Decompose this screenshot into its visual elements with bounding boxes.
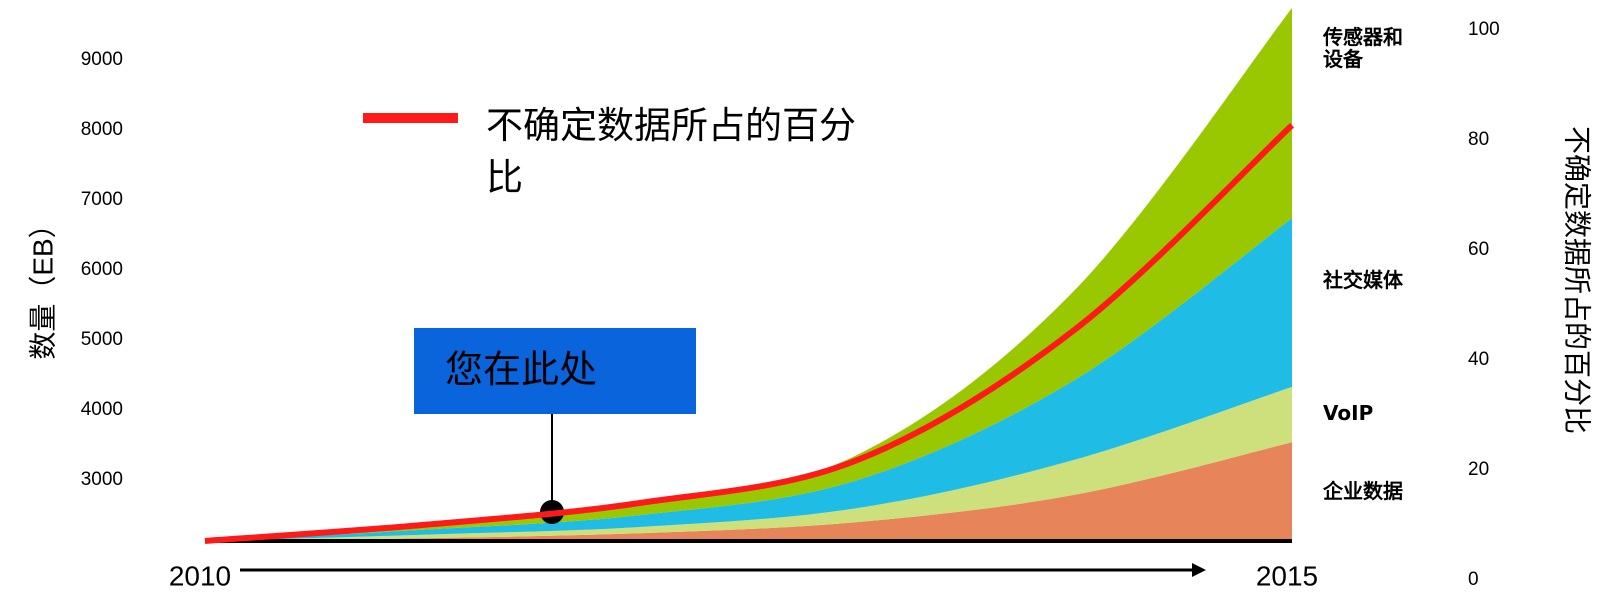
y-tick-label: 8000	[81, 119, 123, 140]
series-label: 社交媒体	[1323, 268, 1403, 292]
line	[204, 122, 1295, 544]
annotation-text: 您在此处	[445, 348, 597, 392]
area	[205, 442, 1292, 541]
y2-tick-label: 20	[1468, 459, 1489, 480]
y-tick-label: 4000	[81, 399, 123, 420]
series-label: VoIP	[1323, 401, 1374, 425]
y2-tick-label: 0	[1468, 569, 1479, 590]
x-tick-label: 2015	[1256, 560, 1318, 591]
y-axis-label: 数量（EB）	[27, 210, 58, 359]
y-tick-label: 9000	[81, 49, 123, 70]
y2-tick-label: 100	[1468, 19, 1500, 40]
arrow-head	[1192, 563, 1206, 577]
annotation-box	[414, 328, 696, 414]
y-tick-label: 6000	[81, 259, 123, 280]
area	[205, 386, 1292, 541]
y2-tick-label: 60	[1468, 239, 1489, 260]
legend-label: 不确定数据所占的百分比	[486, 104, 856, 199]
area-layer	[205, 8, 1292, 541]
y-tick-label: 7000	[81, 189, 123, 210]
y2-tick-label: 80	[1468, 129, 1489, 150]
y-tick-label: 3000	[81, 469, 123, 490]
y2-axis-label: 不确定数据所占的百分比	[1562, 126, 1593, 434]
y2-tick-label: 40	[1468, 349, 1489, 370]
area	[205, 218, 1292, 541]
y-tick-label: 5000	[81, 329, 123, 350]
x-tick-label: 2010	[169, 560, 231, 591]
area	[205, 8, 1292, 541]
series-label: 企业数据	[1323, 479, 1403, 503]
series-label: 传感器和设备	[1323, 25, 1403, 71]
